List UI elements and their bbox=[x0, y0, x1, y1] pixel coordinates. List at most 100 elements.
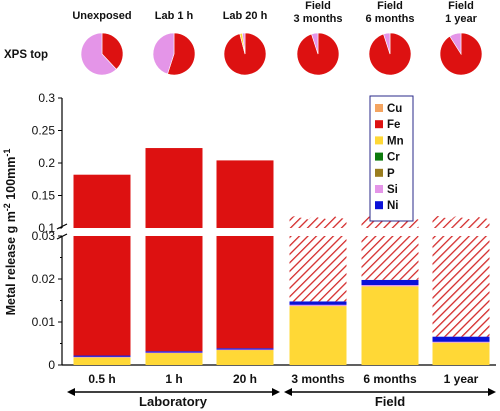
pie-chart bbox=[439, 32, 483, 76]
pie-slice-fe bbox=[167, 32, 196, 76]
bars bbox=[73, 148, 490, 365]
legend-swatch-fe bbox=[375, 120, 383, 129]
bar-stack bbox=[73, 174, 131, 365]
bar-segment-fe-upper bbox=[73, 174, 131, 228]
xps-pie-row bbox=[80, 32, 483, 76]
group-arrow-head bbox=[488, 388, 496, 396]
bar-segment-mn bbox=[145, 352, 203, 365]
x-tick-label: 0.5 h bbox=[88, 372, 115, 386]
y-tick-label: 0.3 bbox=[38, 91, 55, 105]
bar-segment-fe-lower bbox=[361, 236, 419, 280]
axes bbox=[56, 97, 496, 366]
pie-slice-si bbox=[152, 32, 175, 75]
y-tick-label: 0.15 bbox=[32, 189, 56, 203]
pie-slice-fe bbox=[101, 32, 124, 70]
pie-chart bbox=[152, 32, 196, 76]
bar-segment-ni bbox=[289, 301, 347, 305]
bar-segment-mn bbox=[432, 342, 490, 365]
bar-segment-fe-upper bbox=[432, 216, 490, 228]
group-arrow-field bbox=[284, 388, 496, 396]
bar-segment-fe-lower bbox=[73, 236, 131, 356]
legend-label: Ni bbox=[387, 200, 399, 212]
pie-title: Lab 20 h bbox=[223, 10, 268, 22]
y-tick-label: 0 bbox=[48, 358, 55, 372]
x-tick-label: 6 months bbox=[363, 372, 417, 386]
y-tick-label: 0.25 bbox=[32, 124, 56, 138]
bar-stack bbox=[216, 160, 274, 365]
legend-label: Mn bbox=[387, 135, 404, 147]
pie-title: Lab 1 h bbox=[155, 10, 194, 22]
legend-swatch-si bbox=[375, 185, 383, 193]
bar-segment-ni bbox=[432, 336, 490, 342]
group-arrow-head bbox=[272, 388, 280, 396]
pie-slice-si bbox=[383, 32, 391, 55]
pie-title: Field bbox=[305, 0, 331, 12]
bar-segment-mn bbox=[73, 357, 131, 365]
pie-title: 1 year bbox=[445, 13, 478, 25]
bar-stack bbox=[432, 216, 490, 365]
legend-swatch-cu bbox=[375, 104, 383, 112]
bar-segment-mn bbox=[216, 349, 274, 365]
bar-segment-mn bbox=[361, 286, 419, 365]
legend-label: Cu bbox=[387, 103, 402, 115]
y-axis-label: Metal release g m-2 100mm-1 bbox=[2, 149, 18, 316]
bar-segment-ni bbox=[145, 351, 203, 353]
pie-chart bbox=[80, 32, 124, 76]
bar-segment-fe-lower bbox=[289, 236, 347, 302]
bar-segment-mn bbox=[289, 306, 347, 365]
x-tick-label: 1 h bbox=[165, 372, 182, 386]
pie-chart bbox=[223, 32, 267, 76]
pie-row-label: XPS top bbox=[4, 49, 48, 61]
pie-slice-si bbox=[242, 32, 246, 55]
group-arrow-head bbox=[284, 388, 292, 396]
pie-title: Unexposed bbox=[72, 10, 131, 22]
bar-segment-fe-upper bbox=[145, 148, 203, 228]
bar-segment-fe-lower bbox=[216, 236, 274, 349]
pie-title: Field bbox=[377, 0, 403, 12]
legend-swatch-mn bbox=[375, 136, 383, 145]
legend: Cu Fe Mn Cr P Si Ni bbox=[369, 95, 414, 222]
pie-title: 6 months bbox=[366, 13, 415, 25]
bar-segment-si bbox=[216, 349, 274, 351]
y-tick-label: 0.1 bbox=[38, 221, 55, 235]
bar-segment-fe-lower bbox=[432, 236, 490, 337]
pie-chart bbox=[296, 32, 340, 76]
pie-slice-si bbox=[449, 32, 462, 56]
pie-title: Field bbox=[448, 0, 474, 12]
legend-swatch-ni bbox=[375, 201, 383, 210]
bar-segment-si bbox=[289, 304, 347, 307]
bar-segment-ni bbox=[73, 355, 131, 357]
pie-title: 3 months bbox=[294, 13, 343, 25]
group-label: Laboratory bbox=[139, 394, 208, 409]
legend-label: Cr bbox=[387, 152, 400, 164]
bar-stack bbox=[145, 148, 203, 365]
y-tick-label: 0.01 bbox=[32, 315, 56, 329]
bar-stack bbox=[289, 216, 347, 365]
bar-segment-fe-upper bbox=[289, 216, 347, 228]
bar-stack bbox=[361, 216, 419, 365]
pie-slice-si bbox=[311, 32, 319, 55]
bar-segment-si bbox=[145, 352, 203, 354]
legend-label: Si bbox=[387, 184, 398, 196]
bar-segment-fe-upper bbox=[216, 160, 274, 228]
y-tick-label: 0.03 bbox=[32, 229, 56, 243]
bar-segment-ni bbox=[216, 348, 274, 350]
x-tick-label: 3 months bbox=[291, 372, 345, 386]
pie-slice-si bbox=[80, 32, 117, 76]
group-arrow-laboratory bbox=[67, 388, 280, 396]
legend-label: P bbox=[387, 168, 395, 180]
group-arrow-head bbox=[67, 388, 75, 396]
legend-label: Fe bbox=[387, 119, 400, 131]
bar-segment-si bbox=[432, 341, 490, 343]
bar-segment-ni bbox=[361, 279, 419, 286]
legend-swatch-p bbox=[375, 168, 383, 177]
group-label: Field bbox=[375, 394, 405, 409]
x-tick-label: 1 year bbox=[444, 372, 479, 386]
y-tick-label: 0.2 bbox=[38, 156, 55, 170]
bar-segment-fe-lower bbox=[145, 236, 203, 352]
bar-segment-si bbox=[361, 285, 419, 287]
y-tick-label: 0.02 bbox=[32, 272, 56, 286]
pie-chart bbox=[368, 32, 412, 76]
